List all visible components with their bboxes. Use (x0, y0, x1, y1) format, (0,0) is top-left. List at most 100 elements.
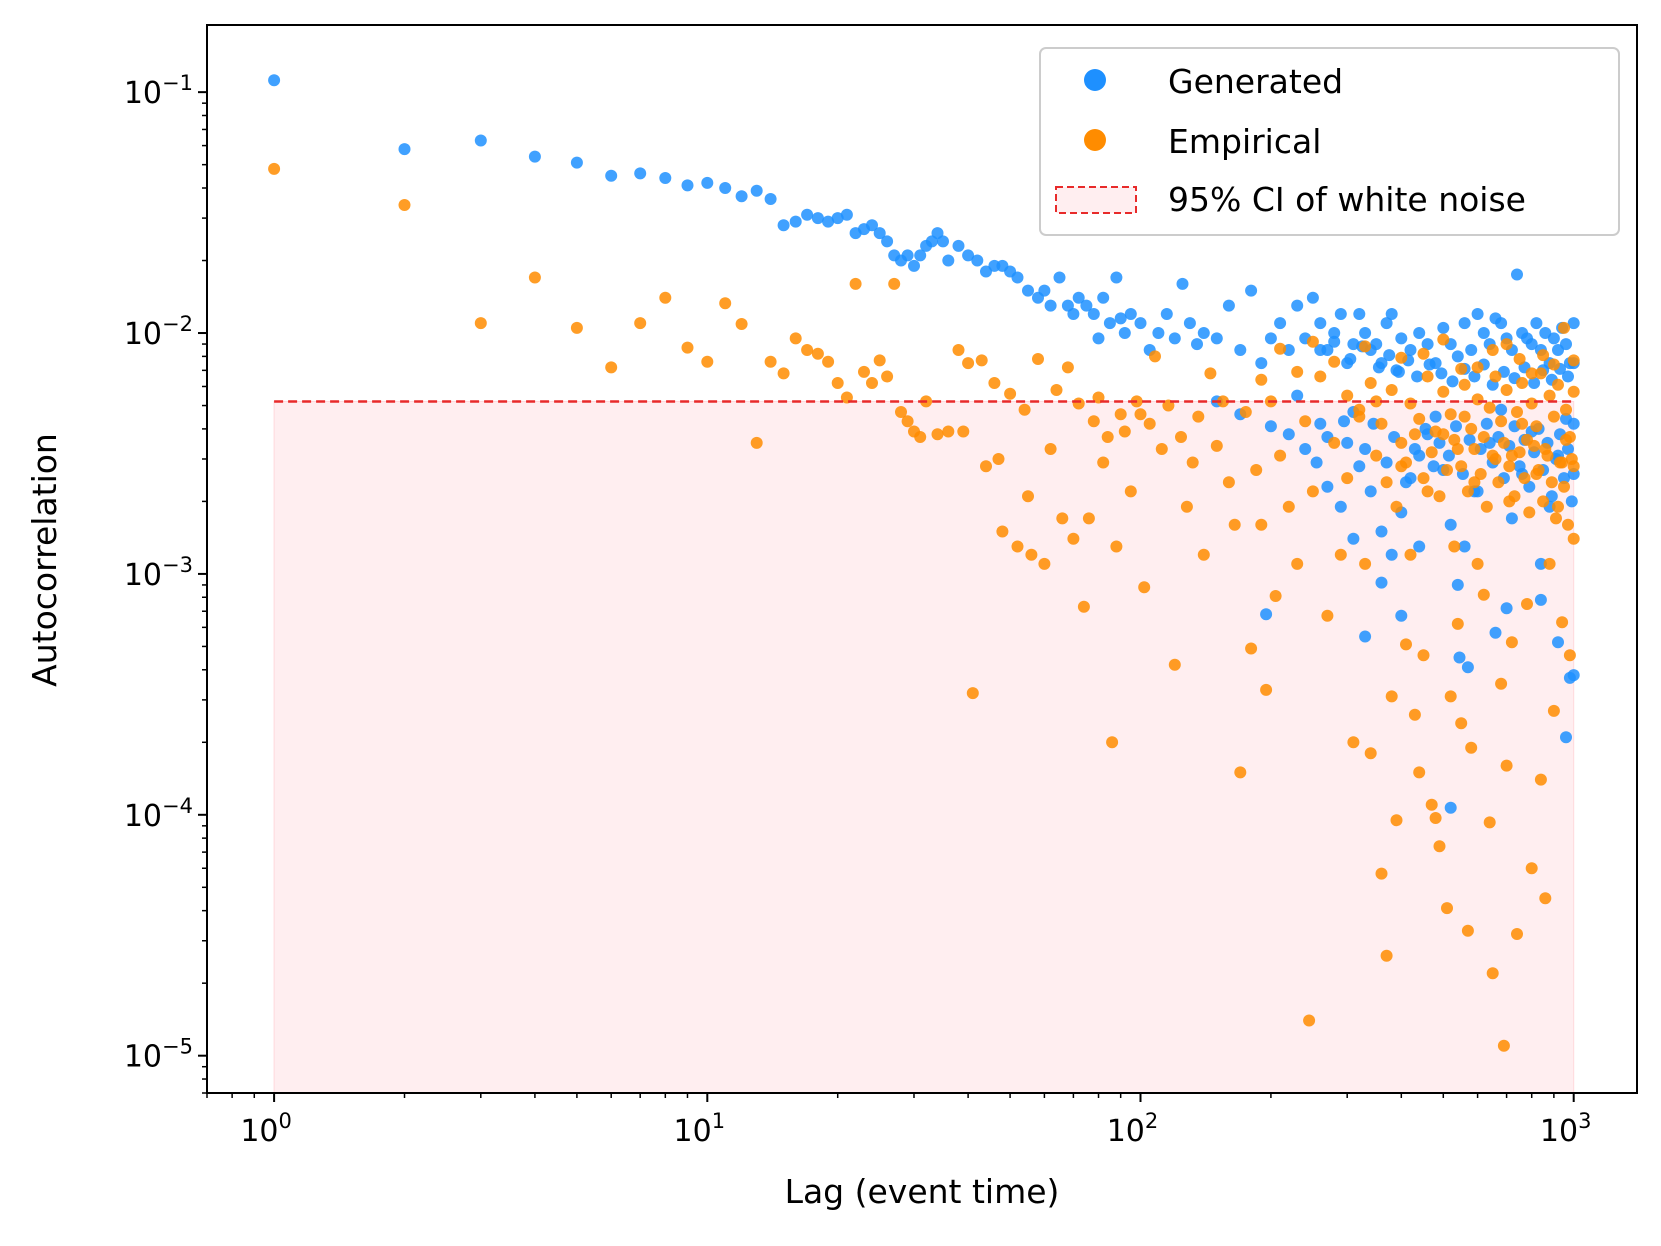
data-point-generated (1404, 344, 1417, 356)
data-point-empirical (1400, 638, 1412, 651)
data-point-empirical (777, 367, 790, 380)
data-point-generated (1092, 332, 1105, 345)
data-point-empirical (1328, 355, 1341, 368)
data-point-empirical (1087, 415, 1100, 428)
data-point-empirical (1404, 548, 1417, 561)
data-point-empirical (789, 332, 802, 345)
data-point-generated (840, 208, 853, 221)
data-point-generated (474, 134, 487, 147)
data-point-empirical (931, 428, 944, 441)
data-point-generated (1562, 443, 1574, 455)
data-point-empirical (822, 355, 835, 368)
data-point-generated (1471, 308, 1484, 320)
data-point-empirical (1537, 349, 1550, 362)
data-point-generated (1513, 460, 1526, 473)
data-point-empirical (1364, 747, 1377, 760)
data-point-generated (1453, 651, 1466, 664)
legend-marker-empirical (1084, 129, 1106, 151)
data-point-generated (1314, 317, 1327, 330)
data-point-empirical (1516, 377, 1529, 389)
data-point-empirical (1562, 518, 1574, 531)
data-point-empirical (1180, 500, 1193, 513)
data-point-empirical (1455, 362, 1468, 375)
data-point-empirical (1448, 433, 1461, 446)
data-point-generated (1375, 525, 1388, 538)
data-point-empirical (888, 277, 901, 290)
data-point-empirical (992, 453, 1005, 465)
data-point-generated (1353, 308, 1366, 320)
data-point-empirical (1461, 485, 1474, 498)
legend-box (1039, 47, 1620, 236)
data-point-empirical (1061, 361, 1074, 374)
data-point-generated (1110, 271, 1123, 284)
data-point-empirical (1044, 443, 1057, 455)
data-point-empirical (1255, 373, 1268, 386)
data-point-empirical (980, 460, 992, 473)
data-point-generated (822, 215, 835, 228)
data-point-generated (1176, 277, 1189, 290)
data-point-generated (1567, 669, 1580, 682)
data-point-generated (952, 239, 965, 252)
data-point-empirical (1500, 338, 1513, 351)
data-point-empirical (1359, 340, 1372, 353)
data-point-generated (528, 150, 541, 163)
data-point-empirical (1547, 410, 1560, 423)
data-point-empirical (1518, 472, 1531, 485)
x-tick-label: 100 (240, 1109, 292, 1149)
data-point-empirical (1197, 548, 1210, 561)
data-point-empirical (1228, 518, 1241, 531)
data-point-empirical (1417, 649, 1430, 662)
data-point-empirical (1547, 704, 1560, 717)
data-point-empirical (1563, 649, 1576, 662)
legend-label-ci: 95% CI of white noise (1168, 180, 1526, 219)
data-point-empirical (1255, 518, 1268, 531)
data-point-empirical (1532, 464, 1545, 476)
data-point-empirical (1155, 443, 1168, 455)
data-point-empirical (1477, 588, 1490, 601)
data-point-empirical (1441, 464, 1453, 476)
data-point-generated (1067, 308, 1080, 320)
data-point-generated (901, 249, 914, 262)
data-point-empirical (1018, 403, 1031, 416)
data-point-empirical (1461, 924, 1474, 937)
data-point-generated (1392, 365, 1405, 378)
data-point-empirical (1486, 967, 1499, 980)
data-point-empirical (988, 377, 1001, 389)
data-point-empirical (1347, 736, 1360, 749)
data-point-empirical (1480, 500, 1493, 513)
data-point-generated (1435, 367, 1448, 380)
data-point-generated (1044, 299, 1057, 312)
data-point-empirical (1495, 677, 1508, 690)
data-point-generated (701, 176, 714, 189)
data-point-empirical (1523, 506, 1536, 519)
data-point-generated (1291, 389, 1304, 402)
data-point-empirical (952, 344, 965, 356)
data-point-empirical (1521, 598, 1533, 610)
data-point-empirical (1385, 690, 1398, 703)
data-point-empirical (701, 355, 714, 368)
data-point-generated (873, 227, 886, 240)
data-point-generated (1400, 476, 1412, 489)
data-point-empirical (1168, 658, 1181, 671)
data-point-empirical (1486, 449, 1499, 462)
plot-frame (206, 24, 1638, 1094)
data-point-generated (811, 212, 824, 225)
data-point-generated (1328, 327, 1341, 339)
data-point-empirical (1465, 741, 1478, 754)
data-point-empirical (1282, 500, 1295, 513)
data-point-empirical (1175, 431, 1187, 443)
data-point-generated (605, 169, 618, 182)
data-point-empirical (1508, 490, 1521, 503)
y-tick-label: 10−4 (124, 794, 193, 834)
data-point-generated (1264, 332, 1277, 345)
data-point-empirical (1525, 397, 1538, 410)
data-point-empirical (1558, 480, 1570, 493)
data-point-empirical (1513, 353, 1526, 365)
data-point-empirical (1503, 460, 1516, 473)
data-point-generated (1114, 312, 1127, 325)
data-point-empirical (1269, 590, 1282, 602)
data-point-empirical (1492, 476, 1505, 489)
data-point-generated (1370, 338, 1383, 351)
data-point-generated (634, 167, 647, 180)
data-point-generated (1152, 327, 1165, 339)
